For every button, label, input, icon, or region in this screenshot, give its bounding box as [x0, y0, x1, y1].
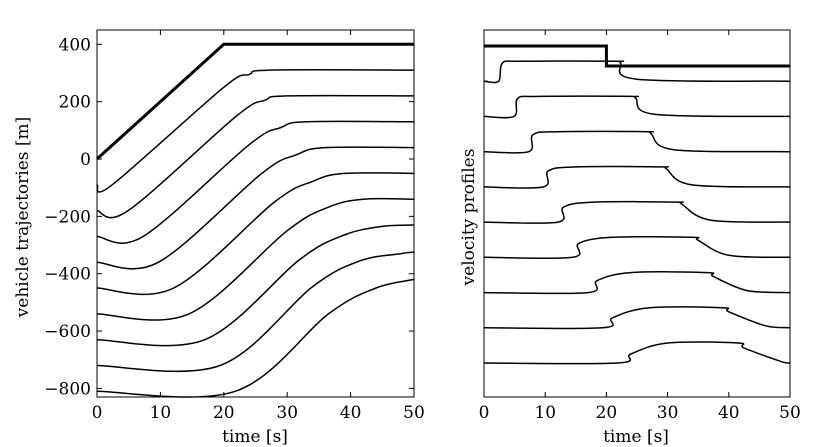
right-xtick-label: 0 — [479, 403, 490, 423]
trajectory-line-7 — [96, 224, 415, 347]
left-xtick-label: 0 — [92, 403, 103, 423]
right-xtick-label: 40 — [718, 403, 740, 423]
trajectory-line-1 — [96, 69, 415, 193]
right-axes-frame — [483, 29, 791, 398]
velocity-line-6 — [483, 235, 791, 260]
left-ytick-label: −800 — [44, 379, 91, 399]
right-xtick-label: 10 — [534, 403, 556, 423]
trajectory-line-9 — [96, 278, 415, 398]
leader-trajectory-line — [95, 42, 414, 161]
left-xtick-label: 30 — [276, 403, 298, 423]
velocity-line-3 — [483, 130, 791, 154]
left-ytick-label: 400 — [59, 35, 91, 55]
left-ylabel: vehicle trajectories [m] — [13, 117, 33, 319]
left-xlabel: time [s] — [222, 427, 288, 447]
right-xtick-label: 30 — [657, 403, 679, 423]
trajectory-line-5 — [96, 172, 415, 296]
velocity-line-5 — [483, 200, 791, 224]
velocity-line-9 — [483, 341, 791, 365]
trajectory-line-8 — [96, 251, 415, 373]
velocity-panel: 0 10 20 30 40 50 — [479, 29, 801, 423]
trajectory-panel: 0 10 20 30 40 50 −800 −600 −400 −200 0 200 400 — [44, 29, 425, 423]
trajectory-line-2 — [96, 94, 415, 219]
left-xtick-label: 10 — [150, 403, 172, 423]
right-xlabel: time [s] — [603, 427, 669, 447]
left-ytick-label: −600 — [44, 322, 91, 342]
velocity-line-8 — [483, 306, 791, 330]
trajectory-line-6 — [96, 197, 415, 321]
right-xtick-label: 50 — [779, 403, 801, 423]
left-ytick-label: −400 — [44, 265, 91, 285]
leader-velocity-line — [484, 44, 790, 68]
right-xtick-label: 20 — [596, 403, 618, 423]
trajectory-line-3 — [96, 120, 415, 244]
velocity-line-1 — [483, 60, 791, 84]
velocity-line-2 — [483, 95, 791, 119]
left-xtick-label: 50 — [403, 403, 425, 423]
left-ytick-label: 0 — [80, 150, 91, 170]
trajectory-line-4 — [96, 146, 415, 270]
left-axes-frame — [96, 29, 415, 398]
left-xtick-label: 40 — [340, 403, 362, 423]
velocity-line-7 — [483, 271, 791, 295]
velocity-line-4 — [483, 165, 791, 189]
left-xtick-label: 20 — [213, 403, 235, 423]
left-ytick-label: −200 — [44, 207, 91, 227]
left-ytick-label: 200 — [59, 93, 91, 113]
right-ylabel: velocity profiles — [459, 149, 479, 287]
